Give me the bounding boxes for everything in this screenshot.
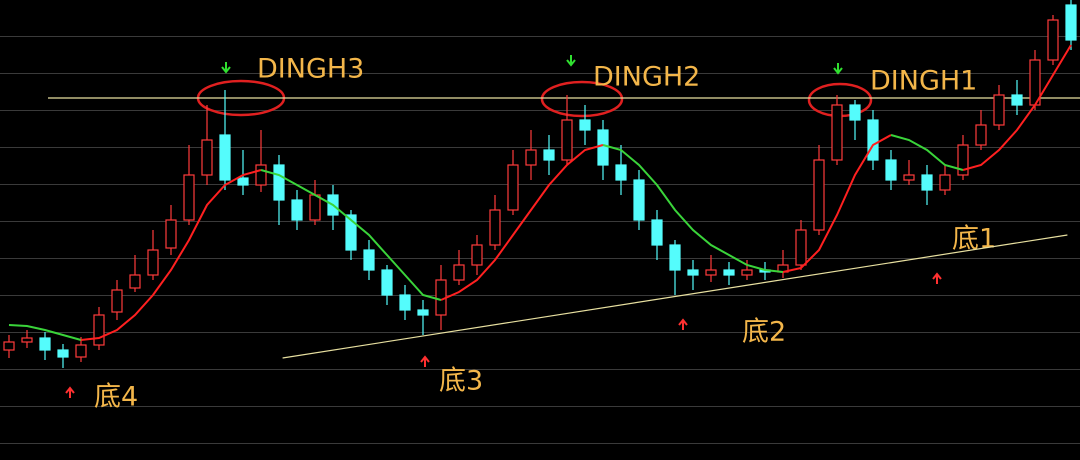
candle-body <box>795 229 807 266</box>
candle-body <box>183 174 195 221</box>
candle-body <box>849 104 861 121</box>
candle-body <box>1011 94 1023 106</box>
candle-body <box>273 164 285 201</box>
candle-body <box>705 269 717 276</box>
candle-body <box>57 349 69 358</box>
up-arrow <box>678 318 688 330</box>
candle-body <box>21 337 33 343</box>
arrows <box>65 55 942 398</box>
candle-body <box>597 129 609 166</box>
candle-body <box>579 119 591 131</box>
up-arrow <box>65 386 75 398</box>
candle-body <box>543 149 555 161</box>
candle-body <box>489 209 501 246</box>
bottom-label: 底3 <box>439 366 483 397</box>
candle-body <box>39 337 51 351</box>
top-label: DINGH1 <box>870 66 977 97</box>
moving-average <box>8 324 82 341</box>
candle-body <box>651 219 663 246</box>
moving-average <box>80 169 262 341</box>
candle-body <box>381 269 393 296</box>
candle-body <box>309 194 321 221</box>
down-arrow <box>566 55 576 67</box>
candle-body <box>525 149 537 166</box>
top-label: DINGH3 <box>257 54 364 85</box>
candle-body <box>615 164 627 181</box>
candle-body <box>507 164 519 211</box>
moving-average <box>782 134 892 273</box>
moving-average <box>260 169 442 301</box>
candle-body <box>219 134 231 181</box>
down-arrow <box>833 63 843 75</box>
candle-body <box>813 159 825 231</box>
candle-body <box>723 269 735 276</box>
candle-body <box>255 164 267 186</box>
candle-body <box>129 274 141 289</box>
moving-average <box>602 144 784 273</box>
bottom-label: 底4 <box>94 382 138 413</box>
candle-body <box>957 144 969 176</box>
candle-body <box>867 119 879 161</box>
candle-body <box>633 179 645 221</box>
candle-body <box>453 264 465 281</box>
bottom-label: 底2 <box>742 317 786 348</box>
candle-body <box>471 244 483 266</box>
up-arrow <box>420 355 430 367</box>
candle-body <box>939 174 951 191</box>
candle-body <box>291 199 303 221</box>
candle-body <box>975 124 987 146</box>
candle-body <box>741 269 753 276</box>
candle-body <box>201 139 213 176</box>
candle-body <box>921 174 933 191</box>
candle-body <box>1047 19 1059 61</box>
candle-body <box>147 249 159 276</box>
candle-body <box>237 177 249 186</box>
candle-body <box>993 94 1005 126</box>
moving-average <box>440 144 604 301</box>
down-arrow <box>221 62 231 74</box>
candle-body <box>111 289 123 313</box>
candle-body <box>885 159 897 181</box>
candle-body <box>399 294 411 311</box>
candle-body <box>669 244 681 271</box>
candle-body <box>417 309 429 316</box>
support-line <box>282 234 1068 359</box>
top-label: DINGH2 <box>593 62 700 93</box>
moving-average <box>962 44 1072 171</box>
candle-body <box>831 104 843 161</box>
candle-body <box>363 249 375 271</box>
candle-body <box>75 344 87 358</box>
candle-body <box>93 314 105 346</box>
candle-body <box>903 174 915 181</box>
candle-body <box>561 119 573 161</box>
up-arrow <box>932 272 942 284</box>
top-ellipse <box>540 80 624 118</box>
moving-average <box>890 134 964 171</box>
candle-body <box>3 341 15 351</box>
candle-body <box>345 214 357 251</box>
candle-body <box>1065 4 1077 41</box>
candle-body <box>165 219 177 249</box>
candle-body <box>687 269 699 276</box>
